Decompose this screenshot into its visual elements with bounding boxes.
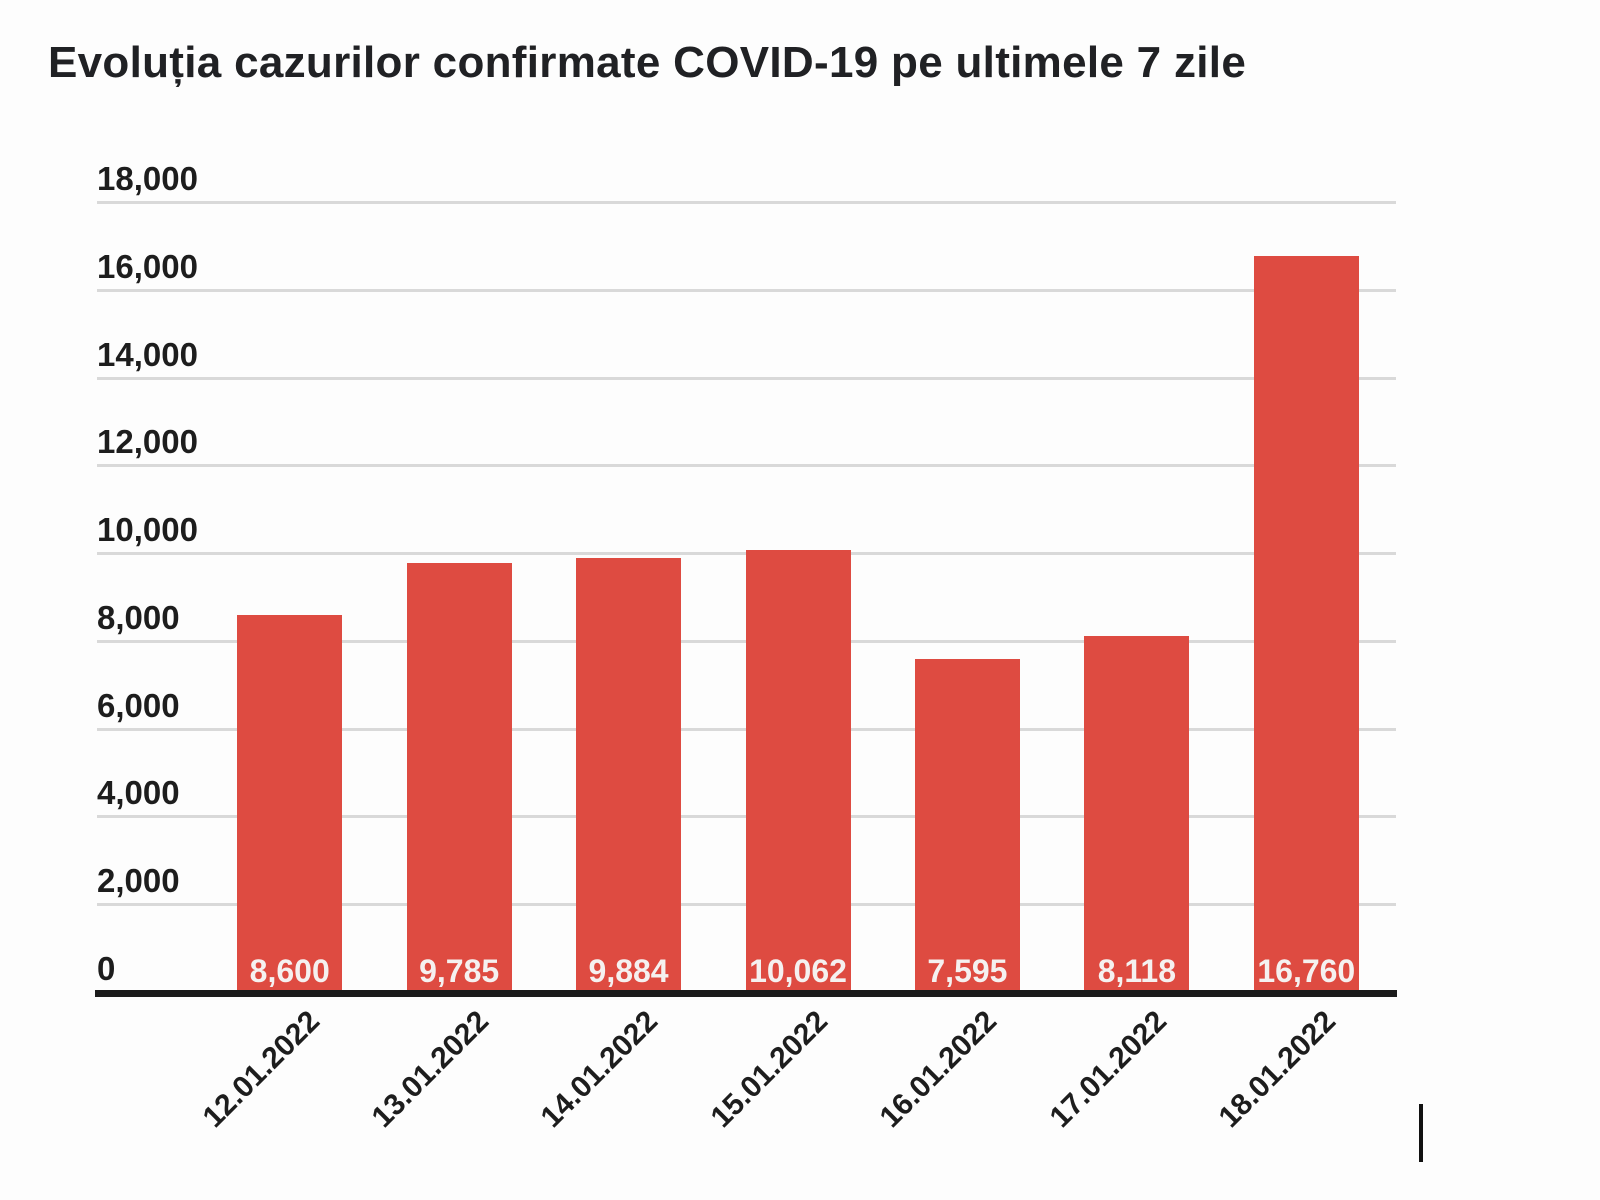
y-tick-label: 16,000 — [97, 247, 198, 285]
bar: 7,595 — [914, 658, 1020, 992]
y-tick-label: 10,000 — [97, 511, 198, 549]
x-axis-line — [95, 990, 1397, 997]
x-tick-label: 17.01.2022 — [1043, 1004, 1173, 1135]
chart-title: Evoluția cazurilor confirmate COVID-19 p… — [48, 38, 1247, 87]
y-tick-label: 8,000 — [97, 598, 180, 636]
bar-value-label: 16,760 — [1257, 952, 1356, 989]
y-tick-label: 2,000 — [97, 862, 180, 900]
bar-value-label: 8,600 — [249, 952, 330, 989]
bar-value-label: 9,785 — [419, 952, 500, 989]
bar-value-label: 7,595 — [927, 952, 1008, 989]
x-tick-label: 14.01.2022 — [534, 1004, 665, 1135]
y-tick-label: 12,000 — [97, 423, 198, 461]
y-tick-label: 0 — [97, 950, 116, 987]
x-tick-label: 16.01.2022 — [873, 1004, 1004, 1135]
bar: 8,600 — [237, 614, 343, 992]
x-tick-label: 18.01.2022 — [1212, 1004, 1343, 1135]
x-tick-label: 13.01.2022 — [365, 1004, 496, 1135]
x-tick-label: 12.01.2022 — [196, 1004, 326, 1135]
x-tick-label: 15.01.2022 — [704, 1004, 834, 1135]
text-caret — [1419, 1104, 1423, 1162]
bar: 8,118 — [1084, 635, 1190, 992]
gridline — [97, 464, 1396, 468]
y-tick-label: 18,000 — [97, 160, 198, 197]
bar: 9,785 — [406, 562, 512, 992]
y-tick-label: 6,000 — [97, 686, 180, 724]
gridline — [97, 288, 1396, 292]
gridline — [97, 201, 1396, 204]
bar: 16,760 — [1253, 256, 1359, 992]
bar: 10,062 — [745, 550, 851, 992]
bar: 9,884 — [576, 558, 682, 992]
y-tick-label: 14,000 — [97, 335, 198, 373]
y-tick-label: 4,000 — [97, 774, 180, 812]
bar-value-label: 10,062 — [749, 952, 847, 989]
bar-value-label: 9,884 — [588, 952, 669, 989]
bar-value-label: 8,118 — [1097, 952, 1176, 989]
gridline — [97, 376, 1396, 380]
